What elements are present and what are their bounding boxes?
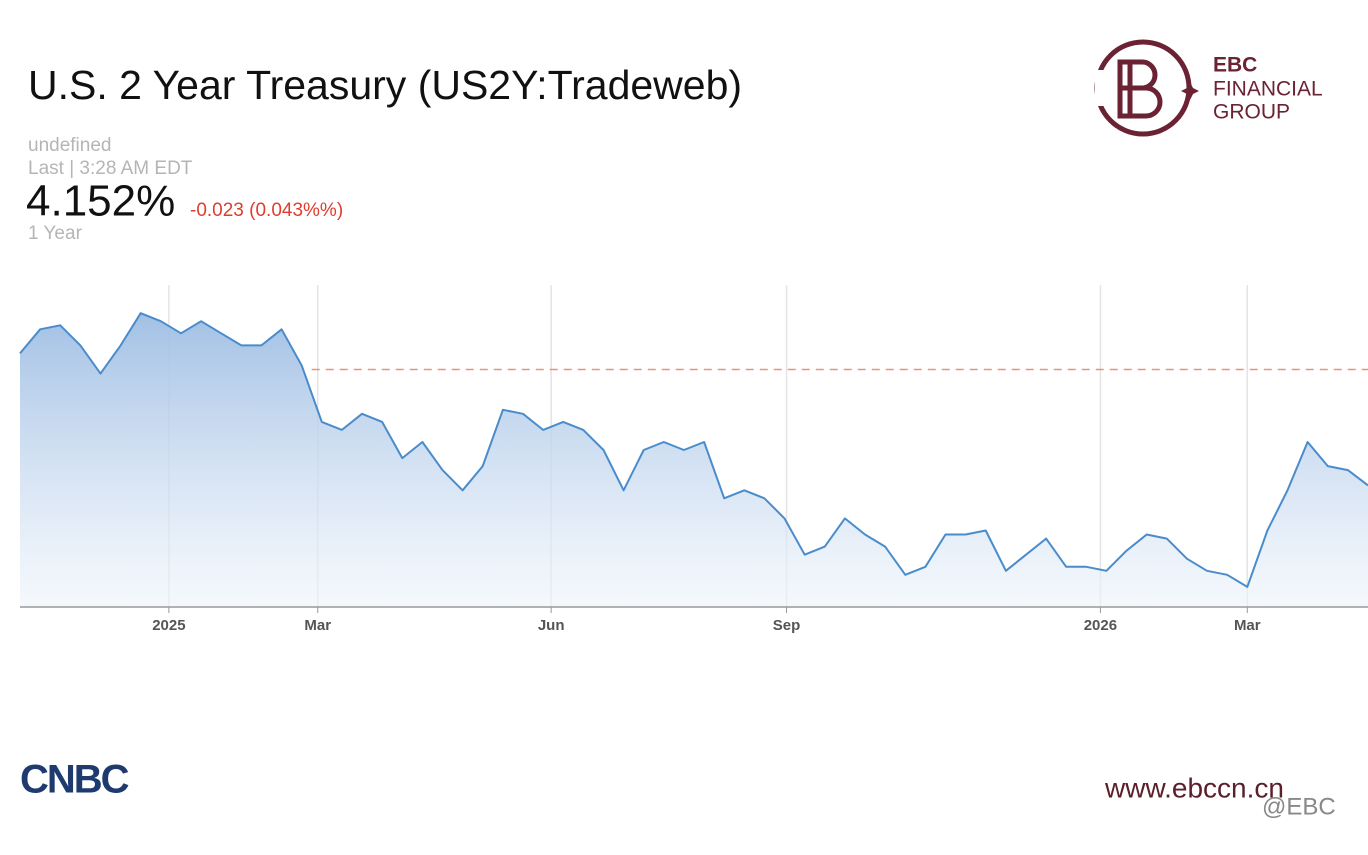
x-tick-label: Sep xyxy=(773,617,801,634)
ebc-logo: EBC FINANCIAL GROUP xyxy=(1094,39,1323,137)
logo-star xyxy=(1181,82,1199,100)
line xyxy=(19,312,1368,588)
logo-text: FINANCIAL xyxy=(1213,78,1323,101)
x-tick-label: Jun xyxy=(538,617,565,634)
change: -0.023 (0.043%%) xyxy=(190,200,343,221)
x-tick-label: 2025 xyxy=(152,617,185,634)
x-tick-label: 2026 xyxy=(1084,617,1117,634)
last-time: Last | 3:28 AM EDT xyxy=(28,158,193,179)
logo-text: EBC xyxy=(1213,54,1257,77)
source-logo: CNBC xyxy=(20,758,129,802)
x-tick-label: Mar xyxy=(1234,617,1261,634)
handle: @EBC xyxy=(1262,793,1336,820)
area-fill xyxy=(20,313,1368,607)
plot: CNBC2025MarJunSep2026Mar xyxy=(19,285,1368,634)
logo-b xyxy=(1117,59,1163,119)
website: www.ebccn.cn xyxy=(1104,772,1284,803)
logo-text: GROUP xyxy=(1213,101,1290,124)
period: 1 Year xyxy=(28,223,83,244)
logo-gap xyxy=(1095,70,1107,106)
subtitle: undefined xyxy=(28,135,111,156)
last-value: 4.152% xyxy=(26,177,175,226)
x-tick-label: Mar xyxy=(304,617,331,634)
title: U.S. 2 Year Treasury (US2Y:Tradeweb) xyxy=(28,62,742,108)
